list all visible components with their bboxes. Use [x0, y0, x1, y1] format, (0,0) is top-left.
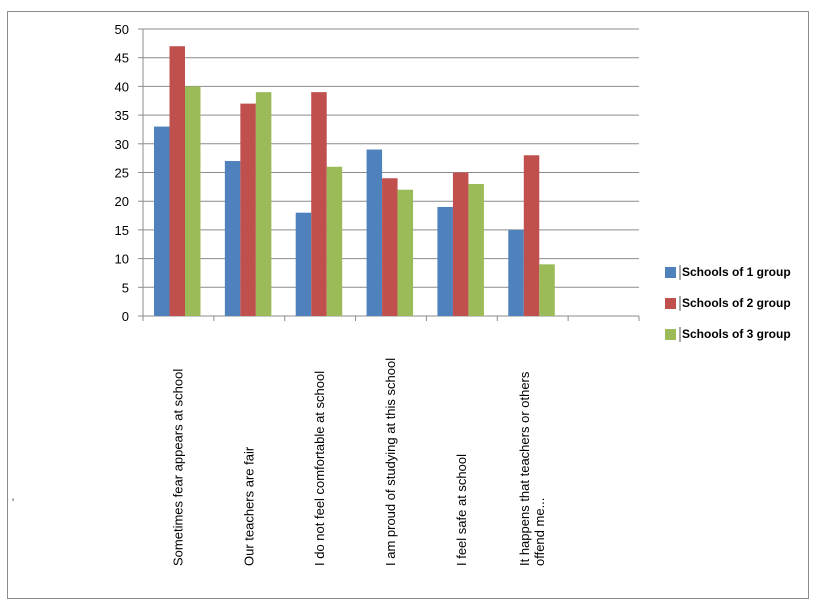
bar [311, 92, 327, 316]
bar [240, 103, 256, 317]
legend-label: Schools of 2 group [682, 296, 791, 310]
bar [185, 86, 201, 317]
x-tick-label: It happens that teachers or others [517, 371, 532, 566]
y-tick-label: 40 [115, 79, 129, 94]
y-tick-label: 0 [122, 309, 129, 324]
bar [397, 189, 414, 316]
bar [366, 149, 383, 316]
x-tick-label: Our teachers are fair [241, 446, 256, 566]
legend-swatch [665, 267, 676, 278]
bar [382, 178, 398, 316]
x-tick-label: Sometimes fear appears at school [170, 369, 185, 566]
x-tick-label: offend me... [532, 498, 547, 566]
y-tick-label: 45 [115, 51, 129, 66]
bar [295, 212, 312, 316]
y-tick-label: 20 [115, 194, 129, 209]
stray-mark: ' [12, 497, 15, 509]
bar [224, 161, 241, 316]
bar [508, 229, 524, 316]
bar [154, 126, 170, 316]
bar [523, 155, 540, 316]
legend-label: Schools of 3 group [682, 327, 791, 341]
bar [539, 264, 555, 316]
bar [468, 183, 484, 316]
x-tick-label: I feel safe at school [454, 454, 469, 566]
bar [452, 172, 469, 316]
legend-label: Schools of 1 group [682, 265, 791, 279]
y-tick-label: 15 [115, 223, 129, 238]
y-tick-label: 50 [115, 22, 129, 37]
y-tick-label: 25 [115, 166, 129, 181]
x-tick-label: I am proud of studying at this school [383, 358, 398, 566]
x-tick-label: I do not feel comfortable at school [312, 371, 327, 566]
legend-swatch [665, 329, 676, 340]
legend-swatch [665, 298, 676, 309]
y-tick-label: 30 [115, 137, 129, 152]
bar [255, 92, 272, 316]
y-tick-label: 10 [115, 252, 129, 267]
bar [169, 46, 185, 316]
bar [437, 206, 453, 316]
bar [326, 166, 343, 316]
y-tick-label: 35 [115, 108, 129, 123]
y-tick-label: 5 [122, 280, 129, 295]
